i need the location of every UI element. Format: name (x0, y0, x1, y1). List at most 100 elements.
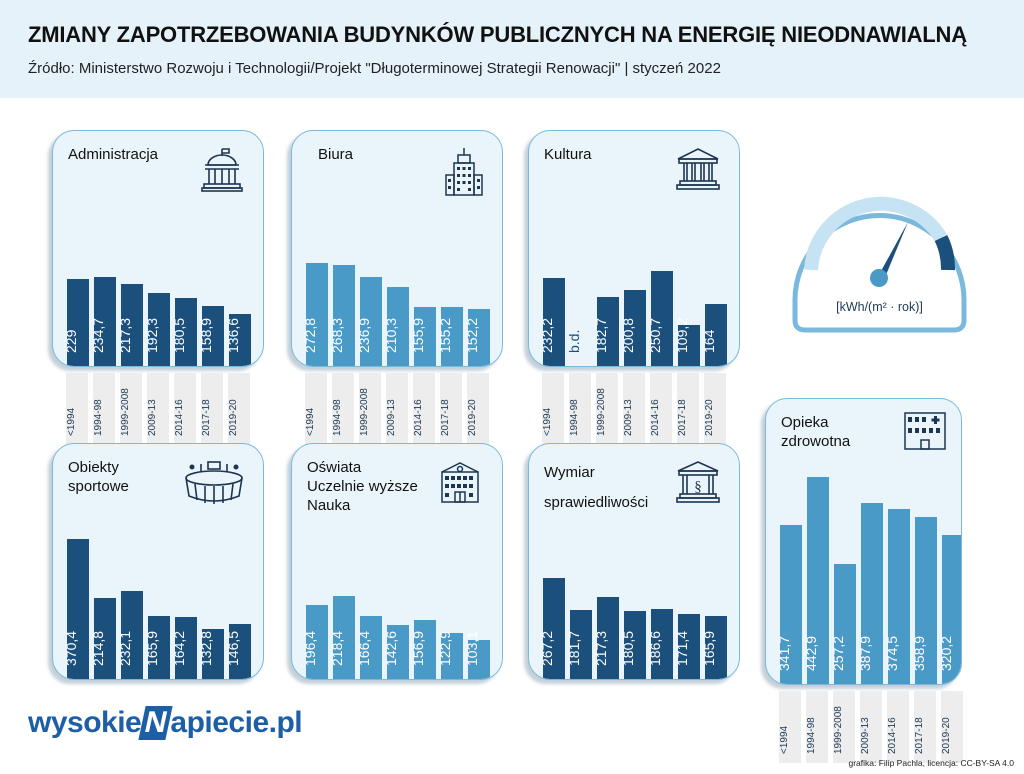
category-tick-label: 1994-98 (93, 399, 104, 436)
chart-title-line: sprawiedliwości (544, 494, 649, 511)
bar: 182,7 (593, 297, 619, 366)
bar-value-label: 182,7 (593, 317, 609, 353)
bar: 218,4 (329, 596, 355, 679)
category-tick: 2017-18 (677, 373, 699, 445)
bar-value-label: 192,3 (144, 317, 160, 353)
stadium-icon (183, 460, 245, 511)
bar-value-label: 236,9 (356, 317, 372, 353)
bar: 196,4 (302, 605, 328, 679)
school-icon (436, 460, 484, 509)
bar-value-label: 196,4 (302, 630, 318, 666)
bar: 217,3 (593, 597, 619, 679)
category-tick-label: 2017-18 (201, 399, 212, 436)
government-building-icon (199, 147, 245, 198)
category-tick: 1999-2008 (833, 691, 855, 763)
bar-value-label: 146,5 (225, 630, 241, 666)
category-tick: 1994-98 (332, 373, 354, 445)
bar-value-label: 217,3 (593, 630, 609, 666)
chart-title-line: Uczelnie wyższe (307, 478, 418, 495)
category-tick-label: 2019-20 (704, 399, 715, 436)
bar: 217,3 (117, 284, 143, 366)
category-tick-label: 1999-2008 (359, 388, 370, 436)
category-tick-label: 1994-98 (332, 399, 343, 436)
bar-value-label: 103,1 (464, 630, 480, 666)
bar: 232,2 (539, 278, 565, 366)
category-tick-label: 2019-20 (228, 399, 239, 436)
category-tick-label: 2014-16 (650, 399, 661, 436)
category-tick: 2009-13 (623, 373, 645, 445)
category-tick: 2019-20 (467, 373, 489, 445)
bar: 232,1 (117, 591, 143, 679)
bar-value-label: 166,4 (356, 630, 372, 666)
category-tick: 1999-2008 (359, 373, 381, 445)
bar-value-label: 156,9 (410, 630, 426, 666)
bar: 180,5 (620, 611, 646, 679)
bar-value-label: 268,3 (329, 317, 345, 353)
category-tick: 1994-98 (93, 373, 115, 445)
bar: 142,6 (383, 625, 409, 679)
bar-area: 196,4 218,4 166,4 142,6 156,9 122,9 103,1 (302, 509, 490, 679)
bar-value-label: 210,3 (383, 317, 399, 353)
bar-value-label: 217,3 (117, 317, 133, 353)
bar: 200,8 (620, 290, 646, 366)
bar: 320,2 (938, 535, 961, 684)
chart-title-line: Nauka (307, 497, 351, 514)
category-tick-label: 1999-2008 (596, 388, 607, 436)
category-tick-label: 2017-18 (677, 399, 688, 436)
bar-value-label: 234,7 (90, 317, 106, 353)
museum-icon (675, 147, 721, 196)
bar: 210,3 (383, 287, 409, 366)
bar-value-label: 370,4 (63, 630, 79, 666)
bar-value-label: 136,6 (225, 317, 241, 353)
category-tick: 1999-2008 (596, 373, 618, 445)
bar: 267,2 (539, 578, 565, 679)
bar-value-label: 200,8 (620, 317, 636, 353)
category-axis: <1994 1994-98 1999-2008 2009-13 2014-16 2017-… (779, 691, 963, 763)
bar-value-label: 218,4 (329, 630, 345, 666)
category-tick-label: 2017-18 (440, 399, 451, 436)
chart-title: Biura (318, 145, 353, 164)
chart-title: Obiekty sportowe (68, 458, 129, 496)
bar: 234,7 (90, 277, 116, 366)
bar: 374,5 (884, 509, 910, 684)
bar: 164,2 (171, 617, 197, 679)
bar: 122,9 (437, 631, 463, 679)
bar: 229 (63, 279, 89, 366)
category-tick: 2009-13 (147, 373, 169, 445)
bar: 165,9 (144, 616, 170, 679)
category-tick-label: 1999-2008 (120, 388, 131, 436)
category-tick-label: 2014-16 (887, 717, 898, 754)
bar: 214,8 (90, 598, 116, 679)
chart-panel-1: Administracja 229 234,7 217,3 192,3 180,5 158,… (52, 130, 264, 367)
category-tick-label: 2014-16 (174, 399, 185, 436)
bar: 358,9 (911, 517, 937, 684)
bar: 236,9 (356, 277, 382, 366)
bar-value-label: 272,8 (302, 317, 318, 353)
bar: 146,5 (225, 624, 251, 679)
bar: 181,7 (566, 610, 592, 679)
bar-value-label: 387,9 (857, 635, 873, 671)
chart-title-line: Wymiar (544, 464, 595, 481)
chart-panel-7: Opieka zdrowotna 341,7 442,9 257,2 387,9 374,5… (765, 398, 962, 685)
bar: 136,6 (225, 314, 251, 366)
chart-title: Kultura (544, 145, 592, 164)
bar: 272,8 (302, 263, 328, 366)
bar-value-label: 109,2 (674, 317, 690, 353)
chart-title-line: Kultura (544, 146, 592, 163)
category-tick: 1994-98 (569, 373, 591, 445)
bar: 370,4 (63, 539, 89, 679)
bar: 132,8 (198, 629, 224, 679)
chart-title-line: Oświata (307, 459, 362, 476)
category-tick: 2019-20 (228, 373, 250, 445)
bar-area: 341,7 442,9 257,2 387,9 374,5 358,9 320,2 (776, 474, 961, 684)
bar-value-label: 164,2 (171, 630, 187, 666)
bar-area: 370,4 214,8 232,1 165,9 164,2 132,8 146,5 (63, 509, 251, 679)
bar: 192,3 (144, 293, 170, 366)
gauge-hub (870, 269, 888, 287)
bar-value-label: 214,8 (90, 630, 106, 666)
bar: 165,9 (701, 616, 727, 679)
bar-value-label: 132,8 (198, 630, 214, 666)
bar: 152,2 (464, 309, 490, 366)
bar: 186,6 (647, 609, 673, 679)
chart-panel-5: Oświata Uczelnie wyższe Nauka 196,4 218,4 166… (291, 443, 503, 680)
